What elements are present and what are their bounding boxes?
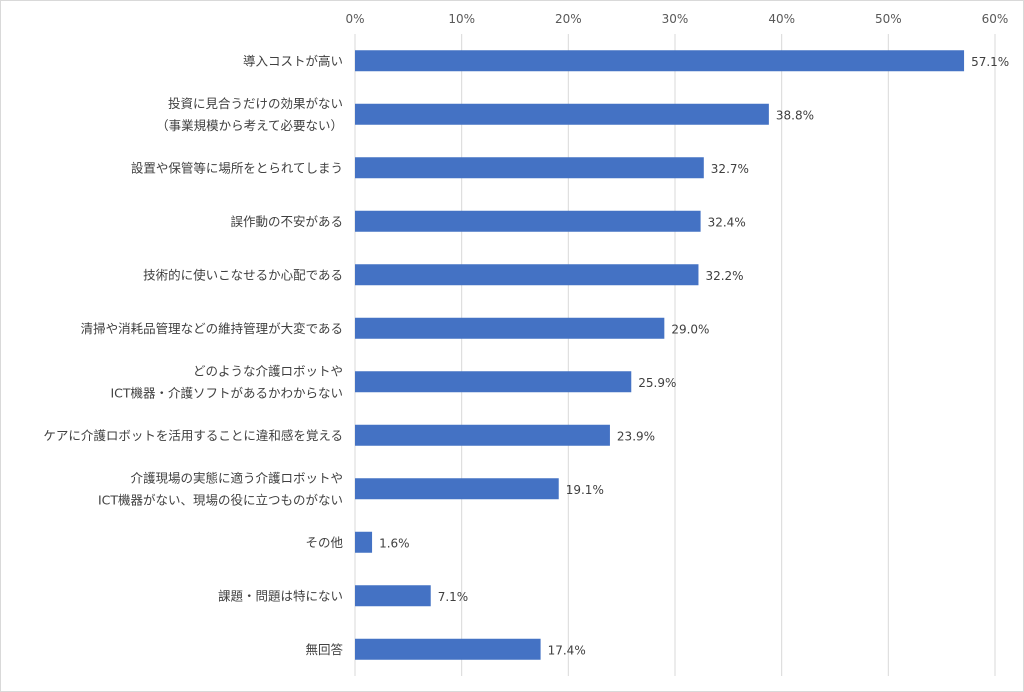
category-label: その他 — [305, 535, 343, 550]
category-label: 投資に見合うだけの効果がない — [168, 96, 343, 111]
category-label: 誤作動の不安がある — [230, 214, 343, 229]
data-label: 17.4% — [548, 643, 586, 657]
x-tick-label: 0% — [345, 12, 364, 26]
bar — [355, 424, 610, 446]
bar — [355, 371, 632, 393]
data-label: 29.0% — [671, 322, 709, 336]
bar — [355, 50, 965, 72]
x-tick-label: 30% — [662, 12, 689, 26]
bar — [355, 638, 541, 660]
bar — [355, 157, 704, 179]
x-tick-label: 20% — [555, 12, 582, 26]
data-label: 19.1% — [566, 483, 604, 497]
category-label: （事業規模から考えて必要ない） — [156, 118, 343, 133]
data-label: 32.7% — [711, 162, 749, 176]
data-label: 7.1% — [438, 590, 469, 604]
x-tick-label: 10% — [448, 12, 475, 26]
category-label: ケアに介護ロボットを活用することに違和感を覚える — [43, 428, 343, 443]
bar — [355, 531, 373, 553]
category-label: 課題・問題は特にない — [218, 588, 343, 603]
category-label: 無回答 — [305, 642, 343, 657]
data-label: 1.6% — [379, 536, 410, 550]
data-label: 57.1% — [971, 55, 1009, 69]
category-label: 介護現場の実態に適う介護ロボットや — [130, 470, 343, 485]
category-label: 設置や保管等に場所をとられてしまう — [131, 160, 343, 175]
category-label: 導入コストが高い — [243, 53, 343, 68]
data-label: 32.2% — [705, 269, 743, 283]
x-axis-ticks: 0% 10% 20% 30% 40% 50% 60% — [345, 12, 1008, 26]
category-label: どのような介護ロボットや — [193, 363, 343, 378]
data-label: 25.9% — [638, 376, 676, 390]
category-label: ICT機器がない、現場の役に立つものがない — [98, 492, 343, 507]
data-label: 32.4% — [708, 215, 746, 229]
bar — [355, 210, 701, 232]
bars — [355, 50, 965, 660]
category-label: 清掃や消耗品管理などの維持管理が大変である — [81, 321, 343, 336]
x-tick-label: 50% — [875, 12, 902, 26]
data-label: 38.8% — [776, 108, 814, 122]
category-label: ICT機器・介護ソフトがあるかわからない — [110, 385, 343, 400]
x-tick-label: 60% — [982, 12, 1009, 26]
x-tick-label: 40% — [768, 12, 795, 26]
gridlines — [354, 34, 996, 676]
bar — [355, 264, 699, 286]
data-labels: 57.1% 38.8% 32.7% 32.4% 32.2% 29.0% 25.9% 23.9%… — [379, 55, 1009, 658]
category-label: 技術的に使いこなせるか心配である — [143, 267, 343, 282]
bar — [355, 478, 559, 500]
bar — [355, 585, 431, 607]
bar — [355, 103, 769, 125]
bar — [355, 317, 665, 339]
data-label: 23.9% — [617, 429, 655, 443]
